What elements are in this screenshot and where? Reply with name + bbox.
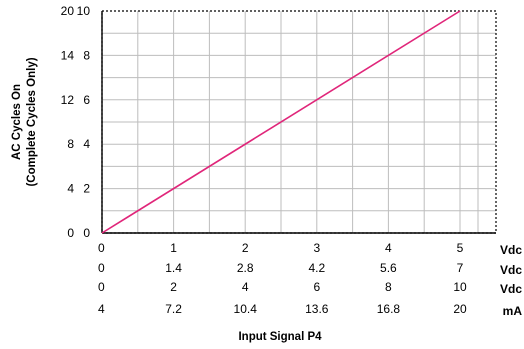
x-tick-label: 0 [98, 280, 105, 294]
x-tick-label: 2 [170, 280, 177, 294]
x-tick-label: 4 [98, 302, 105, 316]
y-tick-label-outer: 4 [67, 182, 74, 196]
y-tick-label-inner: 10 [77, 4, 91, 18]
y-tick-label-outer: 20 [61, 4, 75, 18]
x-scale-unit: Vdc [500, 243, 522, 257]
x-tick-label: 2.8 [237, 261, 254, 275]
x-tick-label: 8 [385, 280, 392, 294]
x-tick-label: 4 [242, 280, 249, 294]
x-tick-label: 1 [170, 241, 177, 255]
y-tick-label-inner: 8 [83, 48, 90, 62]
x-tick-labels: 0 1 2 3 4 5 Vdc 0 1.4 2.8 4.2 5.6 7 Vdc 0 2 4 6 8 10 Vdc 4 7.2… [98, 241, 522, 318]
x-tick-label: 10.4 [234, 302, 258, 316]
x-scale-unit: Vdc [500, 263, 522, 277]
x-tick-label: 3 [313, 241, 320, 255]
x-tick-label: 5 [457, 241, 464, 255]
x-tick-label: 10 [453, 280, 467, 294]
y-tick-label-inner: 6 [83, 93, 90, 107]
x-tick-label: 4 [385, 241, 392, 255]
y-axis-title-line: (Complete Cycles Only) [26, 57, 38, 186]
x-scale-unit: mA [503, 304, 523, 318]
x-tick-label: 4.2 [308, 261, 325, 275]
y-axis-title-line: AC Cycles On [11, 84, 23, 160]
gridlines [101, 11, 496, 234]
x-tick-label: 16.8 [377, 302, 401, 316]
x-tick-label: 7.2 [165, 302, 182, 316]
y-axis-title: AC Cycles On (Complete Cycles Only) [11, 57, 38, 186]
x-tick-label: 1.4 [165, 261, 182, 275]
x-tick-label: 20 [453, 302, 467, 316]
y-tick-label-outer: 12 [61, 93, 75, 107]
x-tick-label: 13.6 [305, 302, 329, 316]
x-scale-unit: Vdc [500, 282, 522, 296]
y-tick-label-inner: 0 [83, 226, 90, 240]
y-tick-label-inner: 2 [83, 182, 90, 196]
series-layer [101, 10, 461, 234]
y-tick-label-outer: 0 [67, 226, 74, 240]
x-tick-label: 7 [457, 261, 464, 275]
plot-frame [101, 10, 497, 234]
x-tick-label: 0 [98, 241, 105, 255]
y-tick-label-outer: 14 [61, 48, 75, 62]
x-tick-label: 2 [242, 241, 249, 255]
x-tick-label: 5.6 [380, 261, 397, 275]
y-tick-label-inner: 4 [83, 137, 90, 151]
x-axis-title: Input Signal P4 [238, 331, 322, 343]
y-tick-label-outer: 8 [67, 137, 74, 151]
x-tick-label: 6 [313, 280, 320, 294]
series-line-0 [101, 10, 461, 234]
x-tick-label: 0 [98, 261, 105, 275]
